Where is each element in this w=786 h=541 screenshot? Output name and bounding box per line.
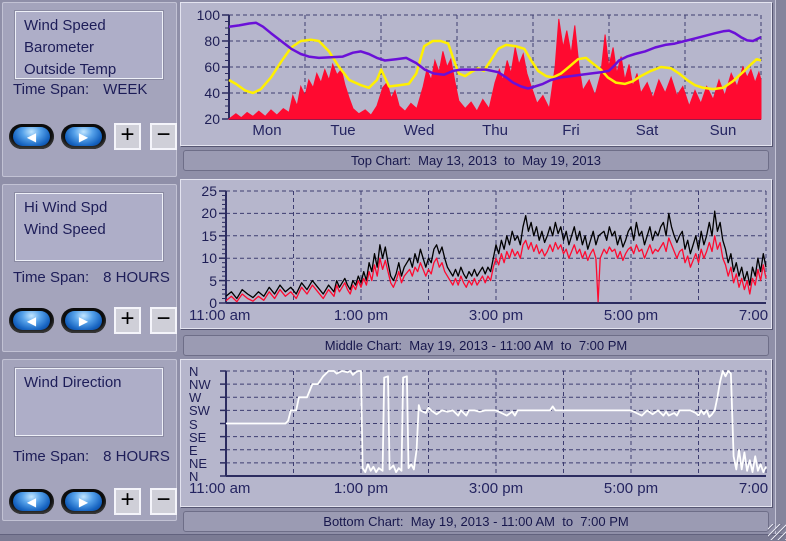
middle-chart-caption: Middle Chart: May 19, 2013 - 11:00 AM to… — [183, 335, 769, 356]
graph-type-listbox[interactable]: Wind Speed Barometer Outside Temp — [15, 11, 163, 79]
control-panel-middle: Hi Wind Spd Wind Speed Time Span: 8 HOURS… — [2, 184, 177, 352]
bottom-chart-plot — [220, 370, 767, 477]
chart-nav-buttons: ◀ ▶ + − — [9, 123, 177, 150]
right-arrow-icon: ▶ — [78, 494, 89, 509]
zoom-out-button[interactable]: − — [150, 488, 177, 515]
minus-icon: − — [156, 486, 171, 513]
time-span-row: Time Span: 8 HOURS — [13, 269, 170, 286]
graph-type-listbox[interactable]: Hi Wind Spd Wind Speed — [15, 193, 163, 261]
time-span-label: Time Span: — [13, 448, 90, 465]
next-button-face: ▶ — [65, 311, 102, 330]
zoom-in-button[interactable]: + — [114, 307, 141, 334]
list-item[interactable]: Barometer — [24, 39, 95, 56]
prev-button[interactable]: ◀ — [9, 308, 54, 333]
graph-type-listbox[interactable]: Wind Direction — [15, 368, 163, 436]
next-button[interactable]: ▶ — [61, 489, 106, 514]
zoom-out-button[interactable]: − — [150, 123, 177, 150]
prev-button-face: ◀ — [13, 492, 50, 511]
time-span-label: Time Span: — [13, 81, 90, 98]
time-span-value: WEEK — [103, 81, 148, 98]
bottom-chart-panel: N NW W SW S SE E NE N 11:00 am 1:00 pm 3:00 pm 5:00 … — [180, 359, 772, 507]
chart-nav-buttons: ◀ ▶ + − — [9, 488, 177, 515]
prev-button[interactable]: ◀ — [9, 489, 54, 514]
series-wind-direction — [226, 370, 767, 473]
left-arrow-icon: ◀ — [26, 129, 37, 144]
list-item[interactable]: Hi Wind Spd — [24, 199, 108, 216]
series-wind-speed — [227, 18, 762, 120]
time-span-value: 8 HOURS — [103, 269, 170, 286]
plus-icon: + — [120, 305, 135, 332]
minus-icon: − — [156, 305, 171, 332]
plus-icon: + — [120, 486, 135, 513]
zoom-out-button[interactable]: − — [150, 307, 177, 334]
right-arrow-icon: ▶ — [78, 129, 89, 144]
minus-icon: − — [156, 121, 171, 148]
series-outside-temp — [228, 38, 762, 95]
time-span-label: Time Span: — [13, 269, 90, 286]
window-resize-grip[interactable] — [768, 524, 786, 540]
series-barometer — [228, 21, 762, 90]
prev-button[interactable]: ◀ — [9, 124, 54, 149]
control-panel-top: Wind Speed Barometer Outside Temp Time Spa… — [2, 2, 177, 177]
time-span-row: Time Span: 8 HOURS — [13, 448, 170, 465]
window-bottom-edge — [0, 534, 786, 541]
left-arrow-icon: ◀ — [26, 313, 37, 328]
middle-chart-plot — [219, 190, 767, 304]
left-arrow-icon: ◀ — [26, 494, 37, 509]
time-span-value: 8 HOURS — [103, 448, 170, 465]
bottom-chart-caption: Bottom Chart: May 19, 2013 - 11:00 AM to… — [183, 511, 769, 532]
right-arrow-icon: ▶ — [78, 313, 89, 328]
list-item[interactable]: Wind Speed — [24, 17, 106, 34]
prev-button-face: ◀ — [13, 127, 50, 146]
window-right-edge — [775, 0, 786, 540]
list-item[interactable]: Wind Speed — [24, 221, 106, 238]
next-button-face: ▶ — [65, 127, 102, 146]
prev-button-face: ◀ — [13, 311, 50, 330]
top-chart-panel: 20 40 60 80 100 Mon Tue Wed Thu Fri Sat Sun — [180, 2, 772, 146]
next-button[interactable]: ▶ — [61, 124, 106, 149]
list-item[interactable]: Outside Temp — [24, 61, 117, 78]
next-button[interactable]: ▶ — [61, 308, 106, 333]
plus-icon: + — [120, 121, 135, 148]
top-chart-caption: Top Chart: May 13, 2013 to May 19, 2013 — [183, 150, 769, 171]
zoom-in-button[interactable]: + — [114, 123, 141, 150]
series-wind-speed — [225, 235, 767, 303]
zoom-in-button[interactable]: + — [114, 488, 141, 515]
next-button-face: ▶ — [65, 492, 102, 511]
top-chart-plot — [222, 14, 762, 120]
middle-chart-panel: 0 5 10 15 20 25 11:00 am 1:00 pm 3:00 pm 5:00 pm 7… — [180, 179, 772, 329]
chart-nav-buttons: ◀ ▶ + − — [9, 307, 177, 334]
control-panel-bottom: Wind Direction Time Span: 8 HOURS ◀ ▶ + … — [2, 359, 177, 521]
list-item[interactable]: Wind Direction — [24, 374, 122, 391]
series-hi-wind-spd — [225, 210, 767, 300]
time-span-row: Time Span: WEEK — [13, 81, 147, 98]
